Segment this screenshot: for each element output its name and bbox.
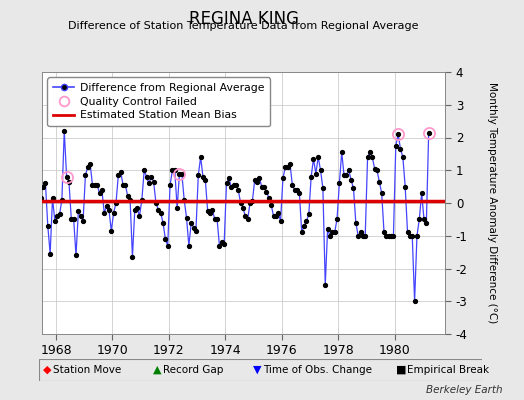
Text: Empirical Break: Empirical Break — [407, 365, 489, 375]
Text: Station Move: Station Move — [53, 365, 122, 375]
Text: Record Gap: Record Gap — [163, 365, 224, 375]
Text: ■: ■ — [396, 365, 406, 375]
Text: ▼: ▼ — [253, 365, 261, 375]
Text: Difference of Station Temperature Data from Regional Average: Difference of Station Temperature Data f… — [69, 21, 419, 31]
Text: Time of Obs. Change: Time of Obs. Change — [263, 365, 372, 375]
Legend: Difference from Regional Average, Quality Control Failed, Estimated Station Mean: Difference from Regional Average, Qualit… — [47, 78, 270, 126]
Text: Berkeley Earth: Berkeley Earth — [427, 385, 503, 395]
Y-axis label: Monthly Temperature Anomaly Difference (°C): Monthly Temperature Anomaly Difference (… — [487, 82, 497, 324]
Text: ◆: ◆ — [43, 365, 51, 375]
Text: ▲: ▲ — [153, 365, 161, 375]
Text: REGINA KING: REGINA KING — [189, 10, 299, 28]
